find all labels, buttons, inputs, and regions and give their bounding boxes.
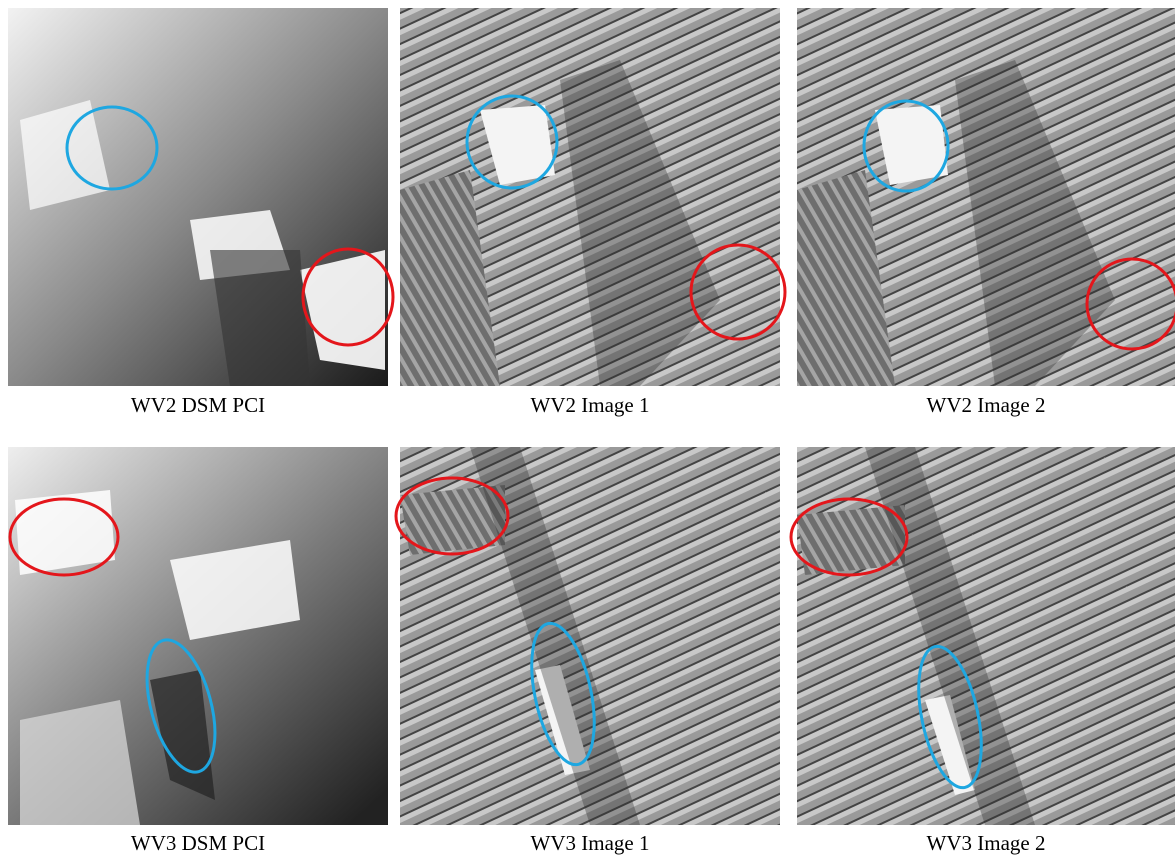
panel-image — [797, 447, 1175, 825]
caption: WV2 Image 2 — [927, 393, 1046, 417]
panel-dsm — [8, 8, 388, 386]
caption: WV3 Image 1 — [531, 831, 650, 855]
page: WV2 DSM PCI WV2 Image 1 WV2 Image 2 WV3 … — [0, 0, 1175, 856]
caption: WV2 Image 1 — [531, 393, 650, 417]
panel-image — [797, 8, 1175, 386]
caption: WV3 Image 2 — [927, 831, 1046, 855]
caption: WV3 DSM PCI — [131, 831, 265, 855]
caption: WV2 DSM PCI — [131, 393, 265, 417]
panel-image — [400, 447, 780, 825]
figure: WV2 DSM PCI WV2 Image 1 WV2 Image 2 WV3 … — [0, 0, 1175, 856]
panel-image — [400, 8, 780, 386]
panel-dsm — [8, 447, 388, 825]
